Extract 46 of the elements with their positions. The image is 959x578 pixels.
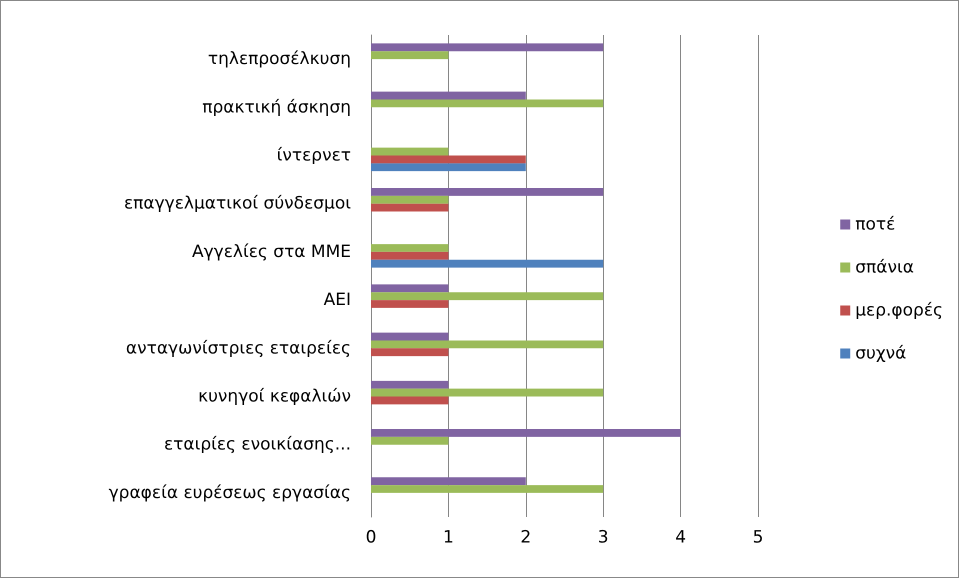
y-tick-label: ΑΕΙ <box>324 290 351 310</box>
bar <box>371 436 448 445</box>
y-tick-label: επαγγελματικοί σύνδεσμοι <box>124 194 352 214</box>
bar <box>371 348 448 356</box>
bar <box>371 196 448 204</box>
y-tick-label: τηλεπροσέλκυση <box>208 49 351 70</box>
bar <box>371 99 604 108</box>
legend-label: μερ.φορές <box>855 300 944 320</box>
y-tick-label: εταιρίες ενοικίασης... <box>164 434 351 455</box>
bar <box>371 43 604 52</box>
legend-label: σπάνια <box>855 258 914 278</box>
bar <box>371 244 448 252</box>
bar <box>371 300 448 308</box>
bar <box>371 148 448 156</box>
y-tick-label: ανταγωνίστριες εταιρείες <box>126 338 351 358</box>
bar <box>371 485 604 493</box>
bar <box>371 477 526 486</box>
bar <box>371 284 448 292</box>
bar <box>371 260 604 268</box>
y-tick-label: πρακτική άσκηση <box>202 97 351 118</box>
bar <box>371 156 526 164</box>
bar <box>371 92 526 100</box>
y-tick-label: γραφεία ευρέσεως εργασίας <box>108 482 351 503</box>
bar <box>371 380 448 389</box>
bar <box>371 388 604 396</box>
bar <box>371 292 604 300</box>
bar <box>371 340 604 348</box>
legend-label: ποτέ <box>855 214 896 234</box>
bar <box>371 188 604 196</box>
y-tick-label: Αγγελίες στα ΜΜΕ <box>192 242 351 262</box>
bar <box>371 252 448 260</box>
x-tick-label: 1 <box>442 528 454 548</box>
bar <box>371 429 681 437</box>
x-tick-label: 2 <box>520 528 532 548</box>
bar <box>371 204 448 212</box>
bar <box>371 332 448 340</box>
bar <box>371 163 526 172</box>
y-tick-label: κυνηγοί κεφαλιών <box>198 386 351 406</box>
x-tick-label: 3 <box>598 528 609 548</box>
legend-label: συχνά <box>855 344 906 364</box>
bar <box>371 51 448 60</box>
bar <box>371 396 448 404</box>
x-tick-label: 0 <box>366 528 376 548</box>
y-tick-label: ίντερνετ <box>276 146 351 166</box>
x-tick-label: 5 <box>752 528 764 548</box>
x-tick-label: 4 <box>675 528 686 548</box>
